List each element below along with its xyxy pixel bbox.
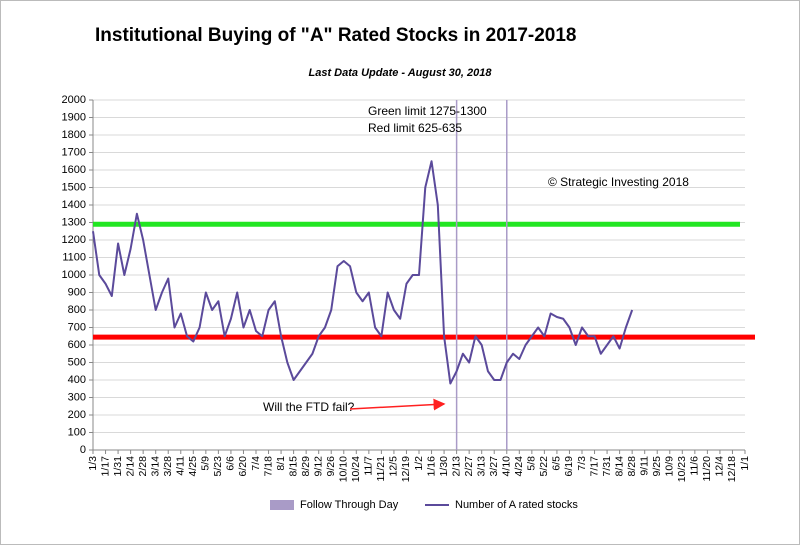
x-tick-label: 7/3	[576, 456, 588, 471]
y-tick-label: 1500	[62, 181, 86, 193]
x-tick-label: 12/19	[400, 456, 412, 482]
ftd-bar	[455, 100, 458, 450]
x-tick-label: 7/18	[262, 456, 274, 477]
x-tick-label: 1/2	[413, 456, 425, 471]
y-tick-label: 1600	[62, 164, 86, 176]
x-tick-label: 10/10	[338, 456, 350, 482]
x-tick-label: 2/28	[137, 456, 149, 477]
data-line	[92, 160, 634, 385]
x-tick-label: 4/25	[187, 456, 199, 477]
x-tick-label: 8/28	[626, 456, 638, 477]
x-tick-label: 3/14	[149, 456, 161, 477]
y-tick-label: 1000	[62, 269, 86, 281]
annotation: Will the FTD fail?	[263, 400, 355, 414]
x-tick-label: 1/3	[87, 456, 99, 471]
x-tick-label: 12/5	[388, 456, 400, 477]
x-tick-label: 8/1	[275, 456, 287, 471]
x-tick-label: 8/29	[300, 456, 312, 477]
y-tick-label: 900	[68, 286, 86, 298]
x-tick-label: 11/6	[689, 456, 701, 476]
y-tick-label: 1800	[62, 129, 86, 141]
y-tick-label: 500	[68, 356, 86, 368]
y-tick-label: 200	[68, 409, 86, 421]
x-tick-label: 6/5	[551, 456, 563, 471]
chart-subtitle: Last Data Update - August 30, 2018	[309, 67, 493, 79]
x-tick-label: 1/17	[99, 456, 111, 477]
x-tick-label: 11/21	[375, 456, 387, 482]
x-tick-label: 2/27	[463, 456, 475, 477]
x-tick-label: 5/23	[212, 456, 224, 477]
x-tick-label: 7/31	[601, 456, 613, 477]
y-tick-label: 1400	[62, 199, 86, 211]
y-tick-label: 1100	[62, 251, 86, 263]
x-tick-label: 2/14	[124, 456, 136, 477]
legend-label: Number of A rated stocks	[455, 499, 578, 511]
x-tick-label: 10/9	[664, 456, 676, 477]
annotation-arrow	[349, 398, 446, 411]
x-tick-label: 6/20	[237, 456, 249, 477]
y-tick-label: 700	[68, 321, 86, 333]
x-tick-label: 1/16	[425, 456, 437, 477]
annotation: © Strategic Investing 2018	[548, 175, 689, 189]
x-tick-label: 5/22	[538, 456, 550, 477]
x-tick-label: 1/31	[112, 456, 124, 477]
x-tick-label: 7/17	[588, 456, 600, 477]
x-tick-label: 5/9	[200, 456, 212, 471]
x-tick-label: 9/25	[651, 456, 663, 477]
x-tick-label: 4/24	[513, 456, 525, 477]
y-tick-label: 600	[68, 339, 86, 351]
x-tick-label: 9/26	[325, 456, 337, 477]
x-tick-label: 3/13	[475, 456, 487, 477]
x-tick-label: 10/23	[676, 456, 688, 482]
x-tick-label: 6/6	[225, 456, 237, 471]
y-tick-label: 0	[80, 444, 86, 456]
x-tick-label: 3/27	[488, 456, 500, 477]
y-tick-label: 2000	[62, 94, 86, 106]
chart-title: Institutional Buying of "A" Rated Stocks…	[95, 25, 577, 46]
x-tick-label: 7/4	[250, 456, 262, 471]
ftd-bar	[506, 100, 508, 450]
legend-label: Follow Through Day	[300, 499, 399, 511]
y-tick-label: 1300	[62, 216, 86, 228]
y-tick-label: 800	[68, 304, 86, 316]
x-tick-label: 6/19	[563, 456, 575, 477]
x-tick-label: 11/7	[363, 456, 375, 476]
y-tick-label: 1700	[62, 146, 86, 158]
x-tick-label: 3/28	[162, 456, 174, 477]
x-tick-label: 10/24	[350, 456, 362, 482]
y-tick-label: 1200	[62, 234, 86, 246]
annotation: Red limit 625-635	[368, 121, 462, 135]
y-tick-label: 1900	[62, 111, 86, 123]
x-tick-label: 2/13	[450, 456, 462, 477]
annotation: Green limit 1275-1300	[368, 104, 487, 118]
y-tick-label: 300	[68, 391, 86, 403]
x-tick-label: 5/8	[526, 456, 538, 471]
x-tick-label: 4/10	[501, 456, 513, 477]
x-tick-label: 8/14	[613, 456, 625, 477]
y-tick-label: 400	[68, 374, 86, 386]
x-tick-label: 1/30	[438, 456, 450, 477]
x-tick-label: 9/12	[312, 456, 324, 477]
x-tick-label: 4/11	[175, 456, 187, 476]
x-tick-label: 11/20	[701, 456, 713, 482]
legend-swatch	[270, 500, 294, 510]
x-tick-label: 12/4	[714, 456, 726, 477]
y-tick-label: 100	[68, 426, 86, 438]
x-tick-label: 1/1	[739, 456, 751, 471]
plot-area: 0 100 200 300 400 500 600 700 800 900 1000 1100 1200…	[62, 94, 755, 482]
x-tick-label: 9/11	[638, 456, 650, 476]
x-tick-label: 8/15	[287, 456, 299, 477]
x-tick-label: 12/18	[726, 456, 738, 482]
